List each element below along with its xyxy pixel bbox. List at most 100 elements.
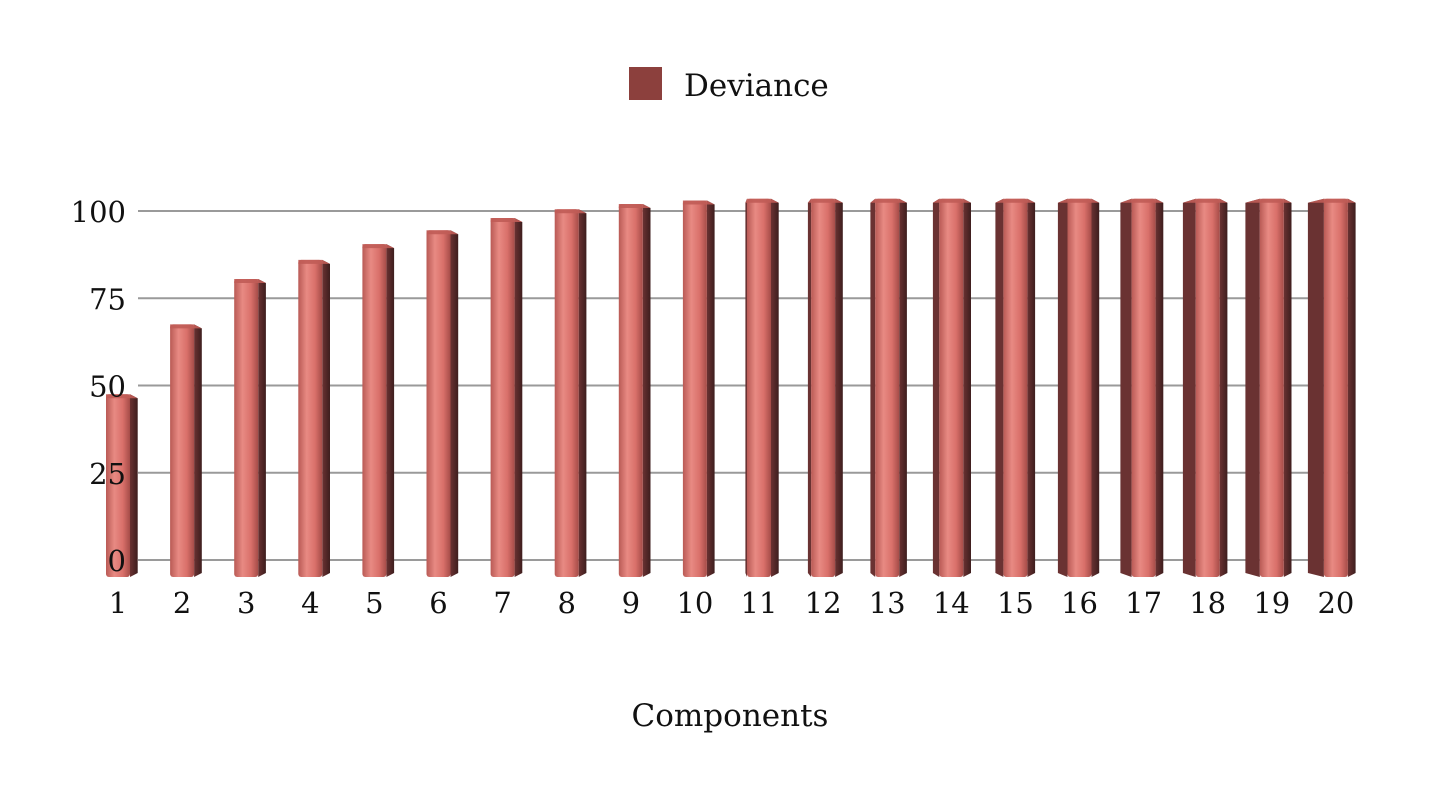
legend-label-deviance: Deviance (684, 68, 829, 104)
bar-top-2 (170, 324, 202, 329)
bar-14 (932, 198, 971, 577)
bar-top-5 (362, 244, 395, 249)
bar-side-2 (194, 324, 202, 577)
bar-front-1 (106, 394, 130, 577)
bar-front-9 (618, 204, 643, 577)
bar-left-side-19 (1245, 198, 1260, 577)
bar-6 (426, 230, 459, 577)
legend: Deviance (629, 67, 829, 104)
bar-side-20 (1347, 198, 1356, 577)
bar-front-7 (490, 217, 515, 578)
bar-9 (618, 204, 651, 577)
bar-front-13 (875, 198, 900, 577)
bar-side-9 (642, 204, 651, 577)
y-tick-label-2: 50 (89, 370, 126, 404)
bar-1 (106, 394, 138, 577)
x-tick-label-3: 3 (237, 586, 255, 620)
bar-left-side-20 (1307, 198, 1324, 577)
bar-front-17 (1131, 198, 1156, 577)
bar-top-1 (106, 394, 138, 399)
bar-side-11 (771, 198, 779, 577)
y-tick-label-4: 100 (71, 195, 126, 229)
bar-front-5 (362, 244, 387, 577)
bar-side-13 (899, 198, 907, 577)
bar-left-side-11 (745, 198, 747, 577)
bar-side-17 (1155, 198, 1164, 577)
x-tick-label-8: 8 (557, 586, 575, 620)
bar-5 (362, 244, 395, 577)
bar-side-14 (963, 198, 971, 577)
bar-left-side-12 (807, 198, 812, 577)
x-tick-label-4: 4 (301, 586, 319, 620)
x-tick-label-15: 15 (997, 586, 1034, 620)
bar-2 (170, 324, 202, 577)
bar-side-8 (578, 209, 587, 577)
bar-top-17 (1120, 198, 1164, 203)
bar-8 (554, 209, 587, 577)
bar-top-3 (234, 279, 266, 284)
bar-7 (490, 217, 523, 578)
bar-front-2 (170, 324, 195, 577)
x-tick-label-6: 6 (429, 586, 447, 620)
bar-top-10 (682, 200, 715, 205)
x-axis-title: Components (632, 698, 829, 734)
bar-17 (1120, 198, 1164, 577)
bar-left-side-16 (1057, 198, 1068, 577)
bar-left-side-15 (995, 198, 1004, 577)
y-axis-ticks: 0 25 50 75 100 (71, 195, 126, 578)
bar-top-19 (1245, 198, 1292, 203)
bar-top-6 (426, 230, 459, 235)
bar-side-7 (514, 217, 523, 578)
bar-front-20 (1323, 198, 1348, 577)
bar-top-18 (1182, 198, 1228, 203)
legend-swatch-deviance (629, 67, 662, 100)
bar-19 (1245, 198, 1292, 577)
x-tick-label-10: 10 (676, 586, 713, 620)
bar-side-12 (835, 198, 843, 577)
bar-side-3 (258, 279, 266, 577)
y-tick-label-0: 0 (108, 544, 126, 578)
bar-side-4 (322, 259, 330, 577)
bar-3 (234, 279, 266, 577)
bar-left-side-18 (1182, 198, 1196, 577)
x-tick-label-5: 5 (365, 586, 383, 620)
bar-top-9 (618, 204, 651, 209)
bar-top-20 (1307, 198, 1356, 203)
bars (106, 198, 1356, 578)
bar-top-7 (490, 217, 523, 222)
x-tick-label-17: 17 (1125, 586, 1162, 620)
bar-11 (745, 198, 779, 577)
bar-front-10 (682, 200, 707, 577)
y-tick-label-1: 25 (89, 457, 126, 491)
bar-top-12 (807, 198, 843, 203)
bar-side-18 (1219, 198, 1228, 577)
bar-front-3 (234, 279, 259, 577)
bar-left-side-13 (870, 198, 876, 577)
bar-15 (995, 198, 1036, 577)
x-tick-label-14: 14 (933, 586, 970, 620)
bar-top-15 (995, 198, 1036, 203)
bar-top-8 (554, 209, 587, 214)
bar-side-19 (1283, 198, 1292, 577)
bar-20 (1307, 198, 1356, 577)
bar-front-6 (426, 230, 451, 577)
x-tick-label-11: 11 (741, 586, 778, 620)
bar-top-13 (870, 198, 907, 203)
bar-front-16 (1067, 198, 1092, 577)
bar-front-18 (1195, 198, 1220, 577)
bar-front-12 (811, 198, 836, 577)
x-axis-ticks: 1 2 3 4 5 6 7 8 9 10 11 12 13 14 15 16 17 18 19 20 (109, 586, 1355, 620)
bar-side-10 (706, 200, 715, 577)
y-tick-label-3: 75 (89, 282, 126, 316)
bar-top-14 (932, 198, 971, 203)
bar-front-15 (1003, 198, 1028, 577)
bar-12 (807, 198, 843, 577)
x-tick-label-12: 12 (805, 586, 842, 620)
bar-top-4 (298, 259, 330, 264)
bar-side-16 (1091, 198, 1100, 577)
bar-18 (1182, 198, 1228, 577)
x-tick-label-2: 2 (173, 586, 191, 620)
bar-13 (870, 198, 907, 577)
bar-4 (298, 259, 330, 577)
